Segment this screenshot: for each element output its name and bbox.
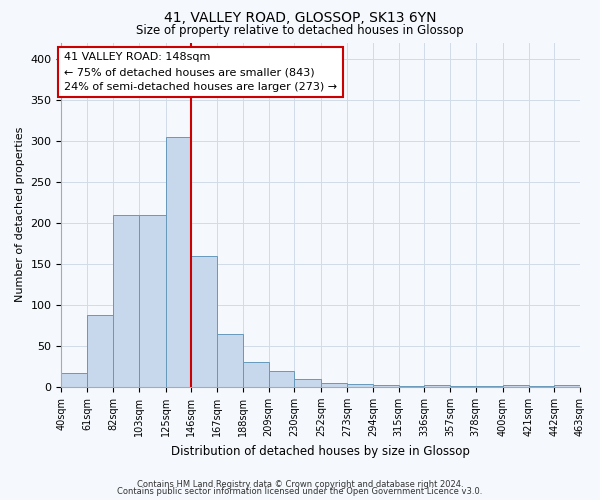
Bar bbox=[398, 386, 424, 387]
Bar bbox=[554, 386, 580, 387]
X-axis label: Distribution of detached houses by size in Glossop: Distribution of detached houses by size … bbox=[171, 444, 470, 458]
Bar bbox=[269, 370, 295, 387]
Y-axis label: Number of detached properties: Number of detached properties bbox=[15, 127, 25, 302]
Text: Contains HM Land Registry data © Crown copyright and database right 2024.: Contains HM Land Registry data © Crown c… bbox=[137, 480, 463, 489]
Bar bbox=[139, 214, 166, 387]
Bar bbox=[347, 384, 373, 387]
Bar bbox=[322, 383, 347, 387]
Bar bbox=[529, 386, 554, 387]
Bar bbox=[166, 137, 191, 387]
Bar bbox=[61, 373, 87, 387]
Bar bbox=[476, 386, 503, 387]
Bar bbox=[243, 362, 269, 387]
Text: 41, VALLEY ROAD, GLOSSOP, SK13 6YN: 41, VALLEY ROAD, GLOSSOP, SK13 6YN bbox=[164, 11, 436, 25]
Bar bbox=[295, 378, 322, 387]
Bar bbox=[373, 386, 398, 387]
Text: Contains public sector information licensed under the Open Government Licence v3: Contains public sector information licen… bbox=[118, 487, 482, 496]
Bar bbox=[217, 334, 243, 387]
Bar bbox=[503, 386, 529, 387]
Bar bbox=[113, 214, 139, 387]
Text: Size of property relative to detached houses in Glossop: Size of property relative to detached ho… bbox=[136, 24, 464, 37]
Bar bbox=[450, 386, 476, 387]
Bar bbox=[424, 386, 450, 387]
Bar bbox=[87, 315, 113, 387]
Text: 41 VALLEY ROAD: 148sqm
← 75% of detached houses are smaller (843)
24% of semi-de: 41 VALLEY ROAD: 148sqm ← 75% of detached… bbox=[64, 52, 337, 92]
Bar bbox=[191, 256, 217, 387]
